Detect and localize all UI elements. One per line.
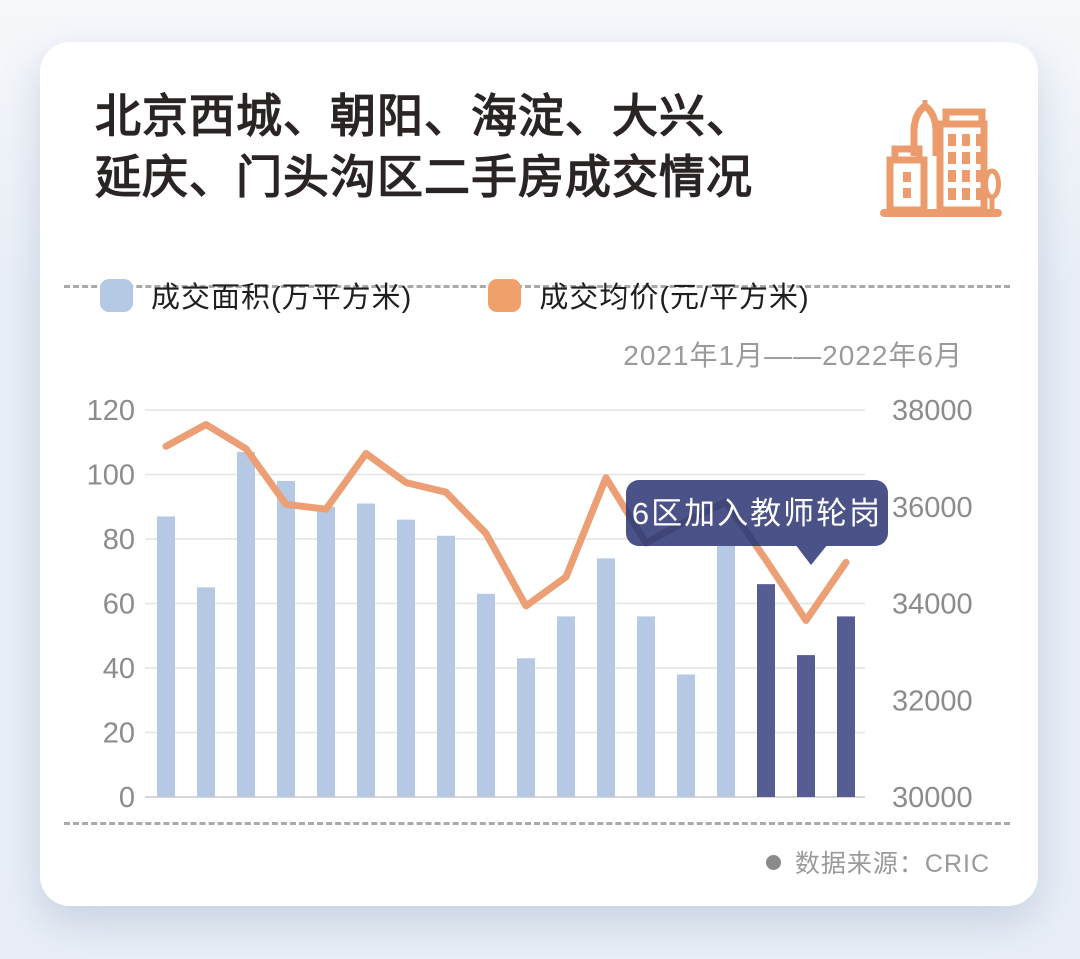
- bar-2021-11: [557, 616, 575, 797]
- svg-text:36000: 36000: [892, 492, 973, 524]
- svg-text:80: 80: [103, 524, 135, 556]
- title-separator: [64, 285, 1010, 288]
- chart-legend: 成交面积(万平方米) 成交均价(元/平方米): [100, 274, 860, 316]
- source-text: 数据来源：CRIC: [794, 850, 990, 878]
- svg-text:34000: 34000: [892, 589, 973, 621]
- legend-swatch-price: [488, 278, 522, 312]
- bar-2021-08: [437, 535, 455, 797]
- bar-2021-05: [317, 506, 335, 797]
- infographic-card: 北京西城、朝阳、海淀、大兴、 延庆、门头沟区二手房成交情况 成交面积(万平: [40, 42, 1038, 906]
- bar-2021-10: [517, 658, 535, 797]
- bar-2022-03: [717, 542, 735, 797]
- area-bars: [157, 451, 855, 797]
- bar-2021-12: [597, 558, 615, 797]
- legend-label-area: 成交面积(万平方米): [151, 282, 413, 314]
- svg-text:40: 40: [103, 653, 135, 685]
- title-bold-part: 二手房成交情况: [424, 151, 753, 203]
- annotation-text: 6区加入教师轮岗: [632, 496, 882, 531]
- svg-text:20: 20: [103, 718, 135, 750]
- svg-text:60: 60: [103, 589, 135, 621]
- bar-2021-06: [357, 503, 375, 797]
- source-row: 数据来源：CRIC: [765, 844, 990, 880]
- source-bullet-icon: [765, 854, 781, 870]
- bottom-separator: [64, 822, 1010, 825]
- legend-label-price: 成交均价(元/平方米): [539, 282, 810, 314]
- svg-text:32000: 32000: [892, 685, 973, 717]
- bar-2021-07: [397, 519, 415, 797]
- combo-chart: 0 20 40 60 80 100 120 30000 32000 34000 36000 38000…: [87, 395, 973, 814]
- callout-tail: [795, 544, 828, 565]
- legend-swatch-area: [100, 278, 133, 312]
- svg-text:100: 100: [87, 460, 135, 492]
- bar-2021-01: [157, 516, 175, 797]
- title-line-1: 北京西城、朝阳、海淀、大兴、: [95, 90, 753, 142]
- bar-2022-06: [837, 616, 855, 797]
- title-line-2: 延庆、门头沟区二手房成交情况: [95, 151, 753, 203]
- price-line-behind-callout: [626, 480, 849, 546]
- bar-2021-02: [197, 587, 215, 797]
- legend-item-price: 成交均价(元/平方米): [488, 274, 809, 316]
- svg-text:120: 120: [87, 395, 135, 427]
- legend-item-area: 成交面积(万平方米): [100, 274, 412, 316]
- svg-text:38000: 38000: [892, 395, 973, 427]
- bar-2021-04: [277, 480, 295, 797]
- bar-2021-03: [237, 451, 255, 797]
- right-axis-labels: 30000 32000 34000 36000 38000: [892, 395, 973, 814]
- annotation-callout: 6区加入教师轮岗: [626, 480, 888, 565]
- page-title: 北京西城、朝阳、海淀、大兴、 延庆、门头沟区二手房成交情况: [95, 86, 855, 208]
- bar-2022-05: [797, 655, 815, 797]
- left-axis-labels: 0 20 40 60 80 100 120: [87, 395, 135, 814]
- period-label: 2021年1月——2022年6月: [623, 340, 963, 371]
- svg-text:0: 0: [119, 782, 135, 814]
- svg-text:30000: 30000: [892, 782, 973, 814]
- buildings-icon: [880, 100, 1002, 217]
- bar-2021-09: [477, 593, 495, 797]
- bar-2022-02: [677, 674, 695, 797]
- bar-2022-04: [757, 584, 775, 797]
- bar-2022-01: [637, 616, 655, 797]
